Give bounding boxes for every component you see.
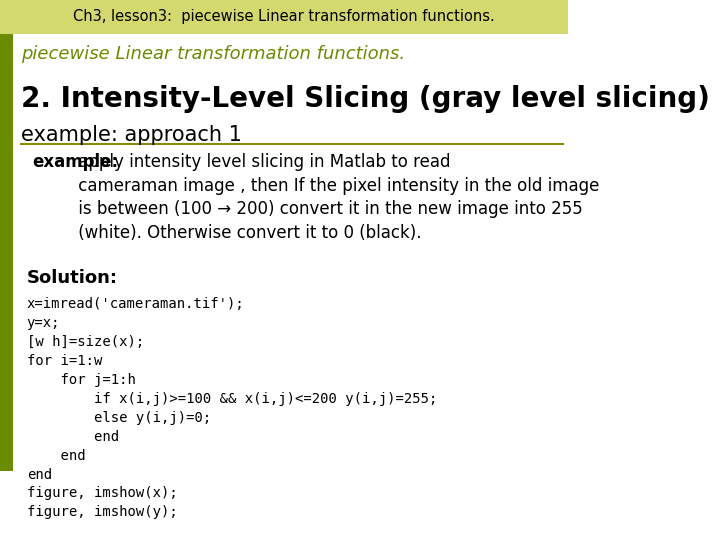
- Text: Solution:: Solution:: [27, 269, 117, 287]
- FancyBboxPatch shape: [0, 34, 12, 471]
- Text: 2. Intensity-Level Slicing (gray level slicing): 2. Intensity-Level Slicing (gray level s…: [21, 85, 710, 113]
- Text: apply intensity level slicing in Matlab to read
 cameraman image , then If the p: apply intensity level slicing in Matlab …: [73, 153, 600, 242]
- Text: example: approach 1: example: approach 1: [21, 125, 242, 145]
- FancyBboxPatch shape: [0, 0, 569, 34]
- Text: piecewise Linear transformation functions.: piecewise Linear transformation function…: [21, 45, 405, 63]
- Text: Ch3, lesson3:  piecewise Linear transformation functions.: Ch3, lesson3: piecewise Linear transform…: [73, 10, 495, 24]
- Text: example:: example:: [32, 153, 119, 171]
- Text: x=imread('cameraman.tif');
y=x;
[w h]=size(x);
for i=1:w
    for j=1:h
        i: x=imread('cameraman.tif'); y=x; [w h]=si…: [27, 297, 437, 519]
